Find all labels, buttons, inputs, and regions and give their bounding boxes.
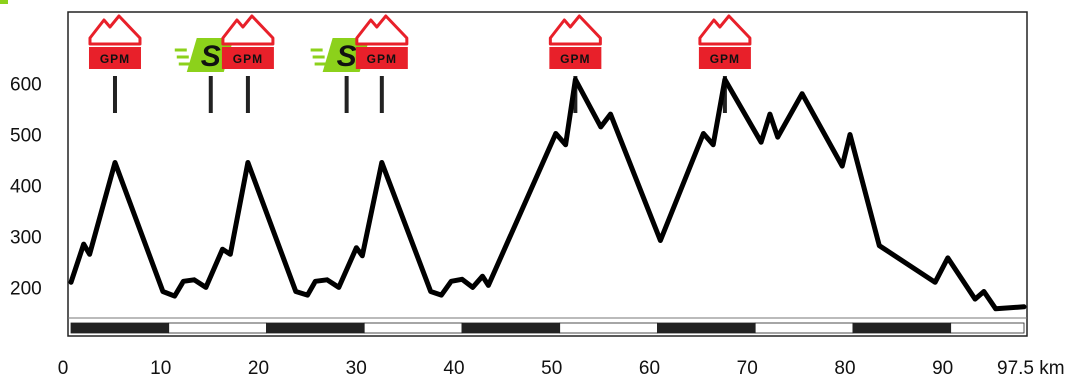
distance-scale-bar [70,322,1025,334]
sprint-label: S [201,40,221,73]
x-tick-label: 40 [443,358,464,379]
gpm-marker: GPM [88,14,142,113]
x-tick-label: 80 [834,358,855,379]
mountain-icon [355,14,409,46]
y-axis-ticks: 200 300 400 500 600 [10,75,42,300]
gpm-badge [88,47,141,69]
gpm-label: GPM [560,52,590,66]
mountain-icon [548,14,602,46]
y-tick-label: 300 [10,227,42,248]
x-tick-label: 30 [346,358,367,379]
gpm-marker: GPM [548,14,602,113]
x-tick-label: 50 [541,358,562,379]
scale-segment [754,322,854,334]
marker-stem [245,76,250,113]
x-tick-label: 20 [248,358,269,379]
scale-segment [461,322,561,334]
x-tick-label: 70 [737,358,758,379]
sprint-label: S [337,40,357,73]
y-tick-label: 400 [10,176,42,197]
x-axis-ticks: 0 10 20 30 40 50 60 70 80 90 97.5 km [58,358,1065,379]
gpm-label: GPM [100,52,130,66]
mountain-icon [698,14,752,46]
gpm-label: GPM [367,52,397,66]
y-tick-label: 200 [10,278,42,299]
x-tick-label: 97.5 km [997,358,1065,379]
gpm-badge [698,47,751,69]
x-tick-label: 60 [639,358,660,379]
x-tick-label: 90 [932,358,953,379]
gpm-label: GPM [710,52,740,66]
x-tick-label: 10 [150,358,171,379]
scale-segment [70,322,170,334]
gpm-marker: GPM [698,14,752,113]
gpm-marker: GPM [355,14,409,113]
marker-stem [208,76,213,113]
mountain-icon [88,14,142,46]
scale-segment [950,322,1025,334]
mountain-icon [221,14,275,46]
gpm-badge [221,47,274,69]
marker-stem [344,76,349,113]
scale-segment [168,322,267,334]
scale-segment [363,322,463,334]
marker-stem [379,76,384,113]
corner-mark [0,0,8,4]
gpm-marker: GPM [221,14,275,113]
gpm-label: GPM [233,52,263,66]
marker-stem [112,76,117,113]
y-tick-label: 600 [10,75,42,96]
marker-stem [722,76,727,113]
y-tick-label: 500 [10,126,42,147]
scale-segment [852,322,952,334]
gpm-badge [355,47,408,69]
gpm-badge [549,47,602,69]
x-tick-label: 0 [58,358,69,379]
route-markers: GPM S GPM S GPM GPM GPM [88,14,752,113]
scale-segment [657,322,756,334]
scale-segment [559,322,658,334]
scale-segment [266,322,365,334]
elevation-line [68,77,1027,312]
sprint-marker: S [310,38,370,113]
